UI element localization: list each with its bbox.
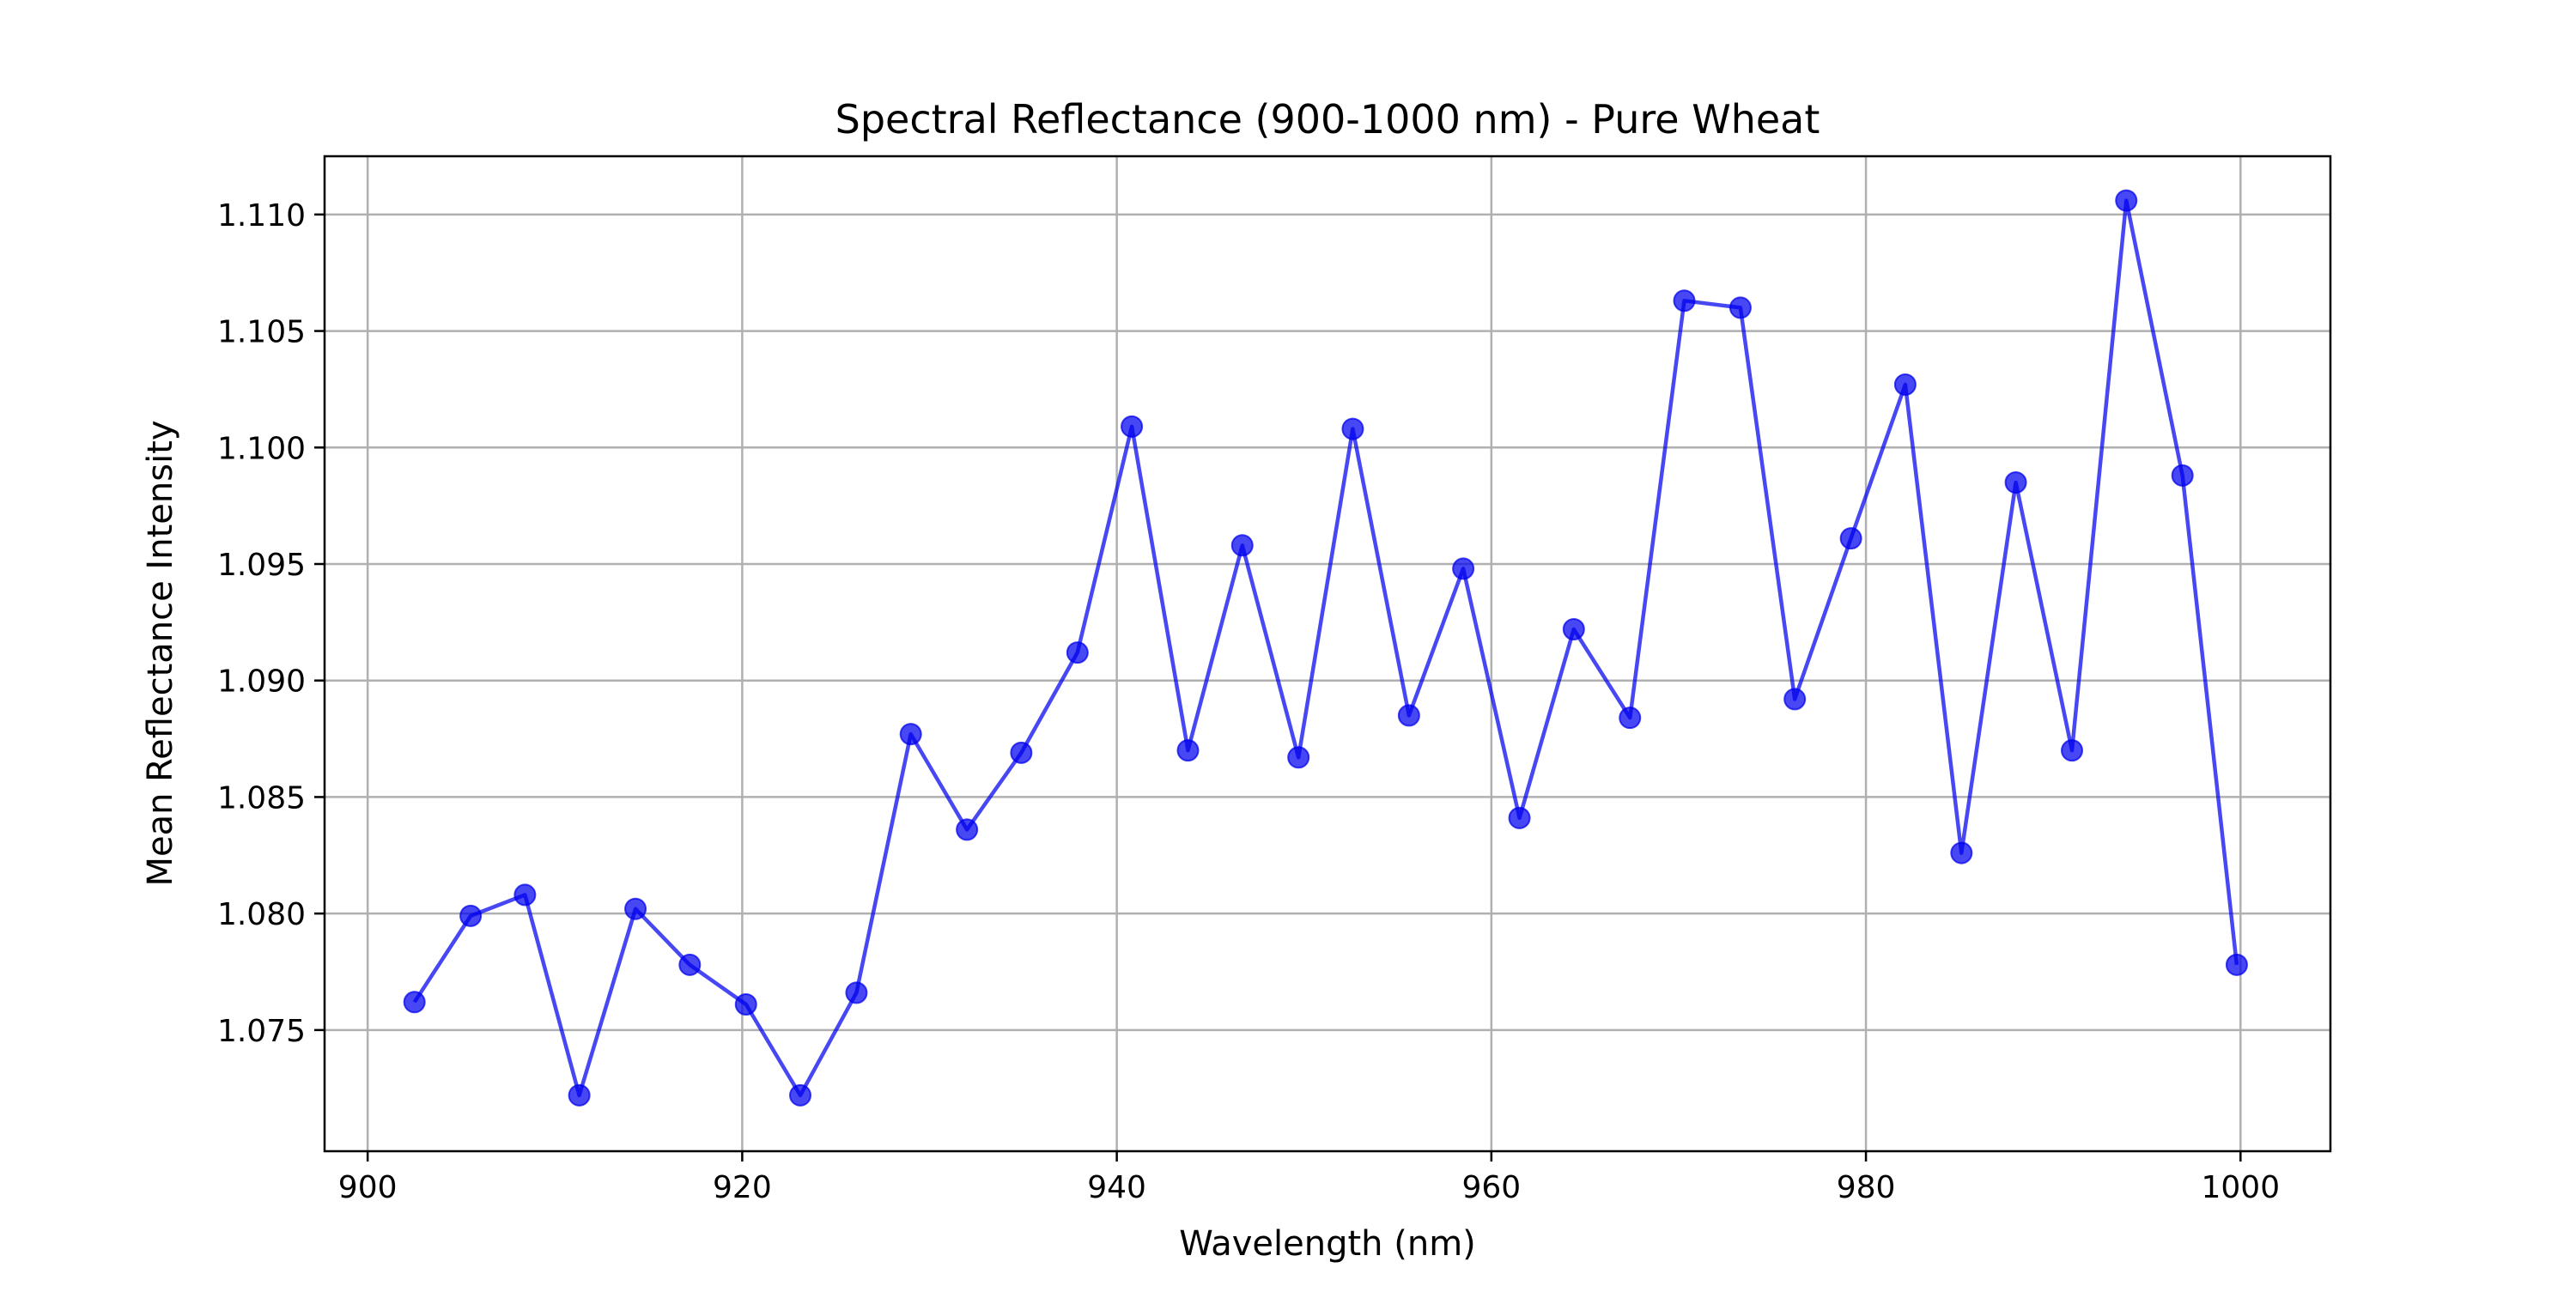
data-point bbox=[1176, 739, 1200, 762]
x-axis-label: Wavelength (nm) bbox=[1179, 1224, 1476, 1264]
data-point bbox=[1287, 746, 1310, 769]
data-point bbox=[789, 1083, 812, 1107]
data-point bbox=[2115, 189, 2138, 212]
y-tick-label: 1.080 bbox=[217, 897, 306, 932]
x-tick-label: 1000 bbox=[2201, 1170, 2280, 1205]
data-point bbox=[1728, 296, 1752, 319]
data-point bbox=[1066, 641, 1089, 664]
ticks: 900 920 940 960 980 1000 1.075 1.080 1.085 1.090 1… bbox=[217, 198, 2280, 1205]
data-point bbox=[1783, 688, 1807, 711]
x-tick-label: 900 bbox=[338, 1170, 398, 1205]
x-tick-label: 920 bbox=[713, 1170, 772, 1205]
data-point bbox=[1839, 527, 1862, 550]
data-point bbox=[403, 991, 426, 1014]
data-point bbox=[1230, 534, 1254, 557]
x-tick-label: 960 bbox=[1461, 1170, 1521, 1205]
data-point bbox=[2004, 471, 2027, 494]
data-point bbox=[845, 981, 868, 1004]
data-point bbox=[2171, 464, 2194, 487]
y-tick-label: 1.095 bbox=[217, 548, 306, 583]
data-point bbox=[2225, 953, 2248, 976]
data-point bbox=[1508, 806, 1531, 829]
data-point bbox=[899, 723, 922, 746]
data-point bbox=[1010, 741, 1033, 764]
series-line bbox=[412, 198, 2239, 1098]
y-tick-label: 1.075 bbox=[217, 1014, 306, 1049]
data-point bbox=[1397, 704, 1420, 727]
data-point bbox=[956, 818, 979, 841]
x-tick-label: 980 bbox=[1837, 1170, 1896, 1205]
data-point bbox=[1950, 841, 1973, 864]
y-tick-label: 1.100 bbox=[217, 431, 306, 466]
y-tick-label: 1.090 bbox=[217, 664, 306, 700]
data-point bbox=[459, 904, 483, 927]
data-point bbox=[1341, 417, 1364, 440]
data-point bbox=[1562, 618, 1585, 640]
y-axis-label: Mean Reflectance Intensity bbox=[141, 420, 180, 886]
data-point bbox=[1673, 289, 1696, 312]
grid bbox=[325, 156, 2330, 1151]
y-tick-label: 1.105 bbox=[217, 315, 306, 350]
data-point bbox=[624, 897, 647, 920]
x-tick-label: 940 bbox=[1087, 1170, 1146, 1205]
y-tick-label: 1.110 bbox=[217, 198, 306, 234]
data-point bbox=[1893, 373, 1917, 396]
data-point bbox=[1619, 707, 1642, 730]
data-point bbox=[1121, 415, 1144, 438]
data-point bbox=[568, 1083, 591, 1107]
y-tick-label: 1.085 bbox=[217, 780, 306, 816]
data-point bbox=[1452, 557, 1475, 580]
series-layer bbox=[403, 189, 2248, 1107]
data-point bbox=[734, 993, 757, 1016]
data-point bbox=[513, 883, 537, 907]
data-point bbox=[678, 953, 702, 976]
data-point bbox=[2061, 739, 2084, 762]
plot-frame bbox=[323, 155, 2332, 1153]
chart-title: Spectral Reflectance (900-1000 nm) - Pur… bbox=[835, 96, 1820, 143]
